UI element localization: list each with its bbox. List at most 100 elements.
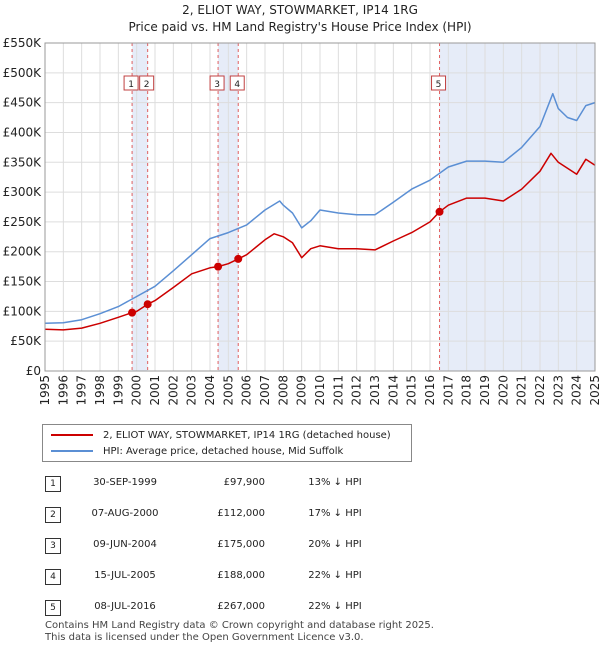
x-tick-label: 2003 bbox=[185, 375, 199, 406]
sale-number-badge: 5 bbox=[45, 600, 61, 616]
x-tick-label: 2016 bbox=[423, 375, 437, 406]
legend-label-hpi: HPI: Average price, detached house, Mid … bbox=[103, 445, 344, 457]
x-tick-label: 2025 bbox=[588, 375, 600, 406]
sale-number-badge: 1 bbox=[45, 476, 61, 492]
y-tick-label: £500K bbox=[3, 66, 43, 80]
sale-number-badge: 4 bbox=[45, 569, 61, 585]
x-tick-label: 2018 bbox=[460, 375, 474, 406]
x-tick-label: 2006 bbox=[240, 375, 254, 406]
y-tick-label: £0 bbox=[26, 364, 41, 378]
legend-swatch-property bbox=[51, 434, 93, 436]
x-tick-label: 2023 bbox=[551, 375, 565, 406]
sale-label-box bbox=[209, 75, 225, 91]
sale-price: £175,000 bbox=[217, 539, 265, 550]
sale-price: £188,000 bbox=[217, 570, 265, 581]
x-tick-label: 2021 bbox=[515, 375, 529, 406]
y-tick-label: £550K bbox=[3, 36, 43, 50]
sale-hpi-diff: 20% ↓ HPI bbox=[308, 539, 362, 550]
sale-row: 4 15-JUL-2005 £188,000 22% ↓ HPI bbox=[45, 567, 465, 587]
sale-number-badge: 3 bbox=[45, 538, 61, 554]
sale-row: 2 07-AUG-2000 £112,000 17% ↓ HPI bbox=[45, 505, 465, 525]
legend-item-property: 2, ELIOT WAY, STOWMARKET, IP14 1RG (deta… bbox=[51, 427, 391, 443]
x-tick-label: 2012 bbox=[350, 375, 364, 406]
sale-label-number: 1 bbox=[128, 80, 134, 90]
sale-hpi-diff: 22% ↓ HPI bbox=[308, 570, 362, 581]
x-tick-label: 2014 bbox=[386, 375, 400, 406]
x-tick-label: 2019 bbox=[478, 375, 492, 406]
y-tick-label: £350K bbox=[3, 155, 43, 169]
sale-row: 5 08-JUL-2016 £267,000 22% ↓ HPI bbox=[45, 598, 465, 618]
y-tick-label: £400K bbox=[3, 125, 43, 139]
legend-swatch-hpi bbox=[51, 450, 93, 452]
x-tick-label: 2013 bbox=[368, 375, 382, 406]
x-tick-label: 2011 bbox=[331, 375, 345, 406]
sale-point bbox=[143, 300, 152, 309]
chart-title: 2, ELIOT WAY, STOWMARKET, IP14 1RG bbox=[182, 3, 418, 17]
x-tick-label: 2007 bbox=[258, 375, 272, 406]
sale-label-box bbox=[123, 75, 139, 91]
x-tick-label: 1996 bbox=[56, 375, 70, 406]
sale-number-badge: 2 bbox=[45, 507, 61, 523]
x-tick-label: 2010 bbox=[313, 375, 327, 406]
sale-date: 09-JUN-2004 bbox=[93, 539, 157, 550]
legend-label-property: 2, ELIOT WAY, STOWMARKET, IP14 1RG (deta… bbox=[103, 429, 391, 441]
x-tick-label: 2004 bbox=[203, 375, 217, 406]
y-tick-label: £100K bbox=[3, 304, 43, 318]
shaded-period bbox=[439, 43, 595, 371]
y-tick-label: £250K bbox=[3, 215, 43, 229]
sale-point bbox=[214, 262, 223, 271]
sale-row: 1 30-SEP-1999 £97,900 13% ↓ HPI bbox=[45, 474, 465, 494]
chart-legend: 2, ELIOT WAY, STOWMARKET, IP14 1RG (deta… bbox=[42, 424, 412, 462]
x-tick-label: 1999 bbox=[111, 375, 125, 406]
x-tick-label: 1997 bbox=[75, 375, 89, 406]
hpi-line bbox=[44, 92, 596, 325]
sale-hpi-diff: 17% ↓ HPI bbox=[308, 508, 362, 519]
sale-label-number: 2 bbox=[144, 80, 150, 90]
sale-price: £112,000 bbox=[217, 508, 265, 519]
chart-subtitle: Price paid vs. HM Land Registry's House … bbox=[128, 20, 471, 34]
sale-hpi-diff: 13% ↓ HPI bbox=[308, 477, 362, 488]
sale-date: 07-AUG-2000 bbox=[91, 508, 159, 519]
x-tick-label: 2008 bbox=[276, 375, 290, 406]
x-tick-label: 2015 bbox=[405, 375, 419, 406]
x-tick-label: 2017 bbox=[441, 375, 455, 406]
sale-price: £267,000 bbox=[217, 601, 265, 612]
footer-license: This data is licensed under the Open Gov… bbox=[45, 632, 364, 643]
sale-label-box bbox=[431, 75, 447, 91]
x-tick-label: 1998 bbox=[93, 375, 107, 406]
sale-label-number: 3 bbox=[214, 80, 220, 90]
price-chart: 2, ELIOT WAY, STOWMARKET, IP14 1RG Price … bbox=[3, 3, 600, 406]
x-tick-label: 2000 bbox=[130, 375, 144, 406]
sale-hpi-diff: 22% ↓ HPI bbox=[308, 601, 362, 612]
x-tick-label: 1995 bbox=[38, 375, 52, 406]
x-tick-label: 2020 bbox=[496, 375, 510, 406]
sale-price: £97,900 bbox=[223, 477, 265, 488]
sale-row: 3 09-JUN-2004 £175,000 20% ↓ HPI bbox=[45, 536, 465, 556]
sale-point bbox=[128, 308, 137, 317]
y-tick-label: £200K bbox=[3, 245, 43, 259]
sale-point bbox=[435, 207, 444, 216]
y-tick-label: £50K bbox=[10, 334, 42, 348]
footer-copyright: Contains HM Land Registry data © Crown c… bbox=[45, 620, 434, 631]
x-tick-label: 2022 bbox=[533, 375, 547, 406]
sale-label-number: 5 bbox=[436, 80, 442, 90]
sale-label-box bbox=[139, 75, 155, 91]
y-tick-label: £150K bbox=[3, 275, 43, 289]
sale-point bbox=[234, 254, 243, 263]
sale-date: 08-JUL-2016 bbox=[94, 601, 156, 612]
x-tick-label: 2002 bbox=[166, 375, 180, 406]
sale-label-box bbox=[229, 75, 245, 91]
sale-date: 30-SEP-1999 bbox=[93, 477, 157, 488]
plot-frame bbox=[44, 42, 596, 372]
x-tick-label: 2005 bbox=[221, 375, 235, 406]
x-tick-label: 2009 bbox=[295, 375, 309, 406]
shaded-period bbox=[132, 43, 148, 371]
footer-notice: Contains HM Land Registry data © Crown c… bbox=[45, 620, 434, 644]
legend-item-hpi: HPI: Average price, detached house, Mid … bbox=[51, 443, 343, 459]
sale-date: 15-JUL-2005 bbox=[94, 570, 156, 581]
y-tick-label: £300K bbox=[3, 185, 43, 199]
x-tick-label: 2001 bbox=[148, 375, 162, 406]
x-tick-label: 2024 bbox=[570, 375, 584, 406]
y-tick-label: £450K bbox=[3, 96, 43, 110]
sale-label-number: 4 bbox=[234, 80, 240, 90]
